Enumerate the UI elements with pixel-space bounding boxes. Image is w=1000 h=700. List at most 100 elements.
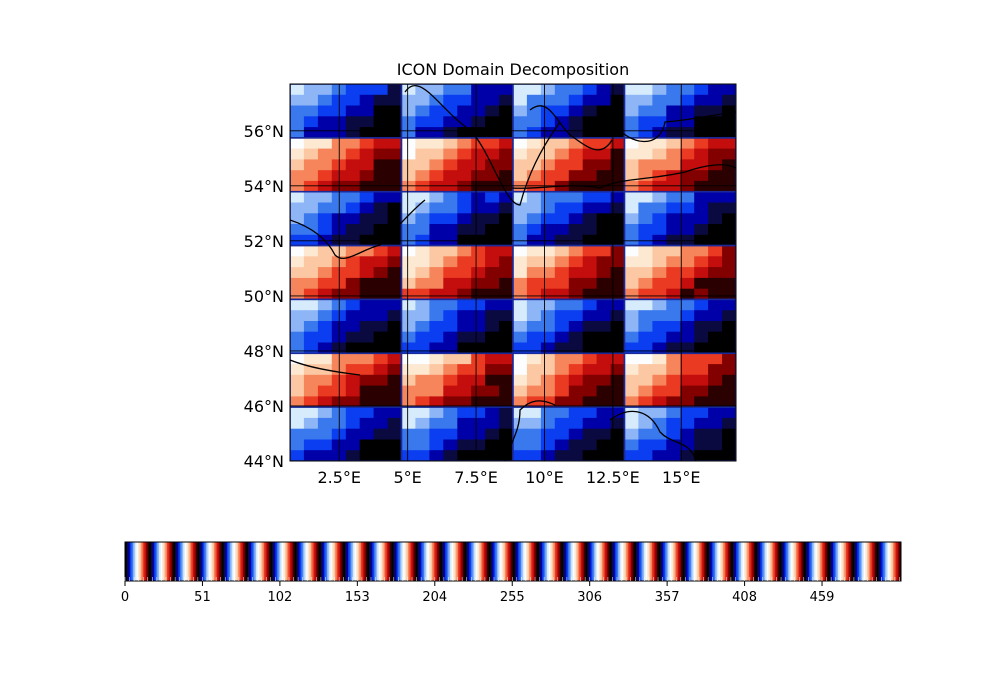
colorbar-stripe xyxy=(770,542,773,581)
domain-cell xyxy=(652,127,668,139)
colorbar-stripe xyxy=(152,542,155,581)
domain-cell xyxy=(652,310,668,322)
domain-cell xyxy=(373,353,389,365)
domain-cell xyxy=(652,159,668,171)
domain-cell xyxy=(554,417,570,430)
colorbar-stripes xyxy=(125,542,902,581)
domain-cell xyxy=(624,310,640,322)
domain-cell xyxy=(554,385,570,398)
colorbar: 0 51 102 153 204 255 306 357 408 459 xyxy=(121,541,902,605)
domain-cell xyxy=(303,245,319,258)
colorbar-stripe xyxy=(610,542,613,581)
colorbar-stripe xyxy=(189,542,192,581)
domain-cell xyxy=(485,170,500,182)
domain-cell xyxy=(722,191,736,204)
colorbar-stripe xyxy=(128,542,131,581)
colorbar-stripe xyxy=(380,542,383,581)
colorbar-stripe xyxy=(301,542,304,581)
domain-cell xyxy=(568,267,584,279)
colorbar-stripe xyxy=(812,542,815,581)
domain-cell xyxy=(303,191,319,204)
domain-cell xyxy=(290,310,305,322)
domain-cell xyxy=(694,374,709,387)
domain-cell xyxy=(708,331,723,344)
domain-cell xyxy=(457,170,472,182)
colorbar-stripe xyxy=(847,542,850,581)
domain-cell xyxy=(415,417,431,430)
colorbar-stripe xyxy=(246,542,249,581)
colorbar-stripe xyxy=(572,542,575,581)
domain-cell xyxy=(401,137,417,150)
colorbar-stripe xyxy=(797,542,800,581)
domain-cell xyxy=(666,191,681,204)
domain-cell xyxy=(596,321,612,333)
domain-cell xyxy=(429,417,445,430)
domain-cell xyxy=(290,417,305,430)
colorbar-stripe xyxy=(761,542,764,581)
colorbar-stripe xyxy=(312,542,315,581)
domain-cell xyxy=(708,364,723,376)
domain-cell xyxy=(317,180,333,193)
domain-cell xyxy=(345,116,361,128)
colorbar-stripe xyxy=(836,542,839,581)
map-frame xyxy=(289,83,737,462)
domain-cell xyxy=(303,180,319,193)
domain-cell xyxy=(568,321,584,333)
domain-cell xyxy=(387,396,403,408)
colorbar-stripe xyxy=(309,542,312,581)
colorbar-stripe xyxy=(171,542,174,581)
colorbar-stripe xyxy=(306,542,309,581)
domain-cell xyxy=(373,267,389,279)
domain-cell xyxy=(415,267,431,279)
colorbar-stripe xyxy=(165,542,168,581)
domain-cell xyxy=(722,407,736,419)
domain-cell xyxy=(429,127,445,139)
domain-cell xyxy=(290,374,305,387)
domain-cell xyxy=(610,331,626,344)
colorbar-stripe xyxy=(576,542,579,581)
domain-cell xyxy=(290,213,305,225)
domain-cell xyxy=(568,407,584,419)
domain-cell xyxy=(596,374,612,387)
domain-cell xyxy=(568,159,584,171)
colorbar-stripe xyxy=(314,542,317,581)
domain-cell xyxy=(624,288,640,301)
domain-cell xyxy=(429,439,445,452)
colorbar-stripe xyxy=(639,542,642,581)
domain-cell xyxy=(666,428,681,441)
domain-cell xyxy=(624,417,640,430)
colorbar-stripe xyxy=(449,542,452,581)
domain-cell xyxy=(513,170,528,182)
colorbar-stripe xyxy=(372,542,375,581)
domain-cell xyxy=(303,428,319,441)
domain-cell xyxy=(526,180,542,193)
colorbar-stripe xyxy=(136,542,139,581)
domain-cell xyxy=(694,277,709,290)
colorbar-stripe xyxy=(677,542,680,581)
colorbar-stripe xyxy=(613,542,616,581)
domain-cell xyxy=(317,127,333,139)
domain-cell xyxy=(708,310,723,322)
domain-cell xyxy=(513,105,528,118)
domain-cell xyxy=(652,342,668,355)
colorbar-stripe xyxy=(194,542,197,581)
domain-cell xyxy=(694,364,709,376)
colorbar-stripe xyxy=(485,542,488,581)
domain-cell xyxy=(666,170,681,182)
domain-cell xyxy=(722,321,736,333)
colorbar-stripe xyxy=(577,542,580,581)
domain-cell xyxy=(471,84,486,96)
block-boundary xyxy=(623,406,736,461)
domain-cell xyxy=(429,428,445,441)
colorbar-stripe xyxy=(825,542,828,581)
domain-cell xyxy=(485,364,500,376)
domain-cell xyxy=(568,148,584,161)
colorbar-stripe xyxy=(451,542,454,581)
colorbar-stripe xyxy=(592,542,595,581)
domain-cell xyxy=(401,439,417,452)
domain-cell xyxy=(568,127,584,139)
colorbar-stripe xyxy=(750,542,753,581)
domain-cell xyxy=(290,385,305,398)
domain-cell xyxy=(526,256,542,268)
colorbar-stripe xyxy=(207,542,210,581)
